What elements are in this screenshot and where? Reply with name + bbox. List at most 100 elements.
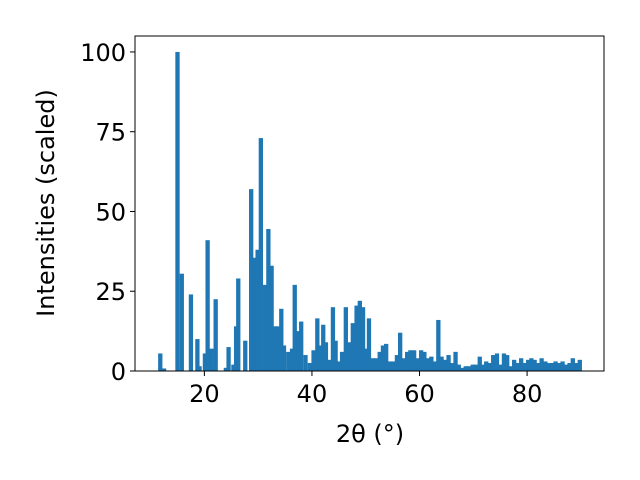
bar bbox=[519, 358, 524, 371]
bar bbox=[505, 355, 510, 371]
bar bbox=[411, 350, 417, 371]
bar bbox=[508, 366, 513, 371]
bar bbox=[205, 240, 210, 371]
bar bbox=[266, 229, 271, 371]
bar bbox=[236, 278, 241, 371]
bar bbox=[161, 368, 167, 371]
y-tick-label: 75 bbox=[95, 119, 126, 147]
bar bbox=[515, 363, 520, 371]
bar bbox=[357, 300, 362, 371]
bar bbox=[269, 265, 274, 371]
bar bbox=[223, 367, 229, 371]
bar bbox=[231, 364, 236, 371]
bar bbox=[453, 351, 458, 371]
x-tick-label: 60 bbox=[404, 380, 435, 408]
bar bbox=[273, 326, 278, 371]
y-tick-label: 100 bbox=[80, 39, 126, 67]
bar bbox=[563, 364, 568, 371]
bar bbox=[439, 356, 444, 371]
bar bbox=[377, 351, 382, 371]
bar bbox=[487, 363, 493, 371]
bar bbox=[539, 358, 544, 371]
bar bbox=[366, 318, 372, 371]
bar bbox=[315, 318, 320, 371]
bar bbox=[526, 359, 531, 371]
bar bbox=[401, 358, 407, 371]
bar bbox=[422, 351, 427, 371]
bar bbox=[175, 51, 180, 371]
bar bbox=[286, 351, 291, 371]
bar bbox=[570, 358, 575, 371]
bar bbox=[480, 364, 486, 371]
bar bbox=[484, 361, 489, 371]
x-axis-ticks: 20 40 60 80 bbox=[189, 371, 542, 408]
bar bbox=[327, 359, 332, 371]
bar bbox=[307, 363, 312, 371]
bar bbox=[432, 361, 437, 371]
bar bbox=[350, 323, 355, 371]
bar bbox=[550, 363, 555, 371]
bar bbox=[179, 273, 184, 371]
bar bbox=[321, 324, 326, 371]
x-axis-label: 2θ (°) bbox=[336, 420, 404, 448]
bar bbox=[336, 361, 341, 371]
bar bbox=[543, 361, 548, 371]
bar bbox=[323, 342, 329, 371]
x-tick-label: 20 bbox=[189, 380, 220, 408]
bar bbox=[249, 189, 254, 371]
bar bbox=[158, 353, 163, 371]
bar bbox=[384, 343, 389, 371]
bar bbox=[317, 345, 323, 371]
bar bbox=[418, 350, 424, 371]
y-tick-label: 25 bbox=[95, 278, 126, 306]
bar bbox=[456, 364, 461, 371]
bar bbox=[380, 345, 386, 371]
bar bbox=[330, 307, 336, 371]
bar bbox=[202, 353, 208, 371]
bar bbox=[213, 299, 218, 371]
bar bbox=[188, 294, 194, 371]
bar bbox=[466, 366, 472, 371]
bar bbox=[494, 353, 500, 371]
bar bbox=[275, 326, 281, 371]
bar bbox=[394, 355, 400, 371]
bar bbox=[556, 363, 561, 371]
bar bbox=[459, 367, 465, 371]
bar bbox=[577, 359, 582, 371]
bar bbox=[415, 358, 420, 371]
bar bbox=[252, 257, 257, 371]
bar bbox=[243, 340, 248, 371]
bar bbox=[354, 305, 359, 371]
x-tick-label: 80 bbox=[512, 380, 543, 408]
bar bbox=[553, 361, 558, 371]
bar bbox=[529, 358, 534, 371]
bar bbox=[522, 363, 527, 371]
bar bbox=[299, 321, 304, 371]
bar bbox=[255, 249, 260, 371]
y-tick-label: 0 bbox=[111, 358, 126, 386]
bar bbox=[311, 350, 316, 371]
bar bbox=[339, 351, 345, 371]
bar bbox=[473, 364, 479, 371]
bar bbox=[263, 284, 268, 371]
bar bbox=[436, 319, 441, 371]
bar bbox=[360, 307, 366, 371]
bar bbox=[363, 348, 368, 371]
bar bbox=[292, 284, 297, 371]
bar bbox=[429, 356, 434, 371]
bar bbox=[498, 364, 503, 371]
bar bbox=[258, 138, 263, 371]
y-axis-label: Intensities (scaled) bbox=[32, 89, 60, 317]
bar bbox=[398, 332, 403, 371]
bar bbox=[226, 347, 231, 371]
bar bbox=[387, 361, 393, 371]
bar bbox=[446, 355, 451, 371]
bar bbox=[373, 358, 379, 371]
bar bbox=[470, 364, 475, 371]
bar bbox=[289, 348, 295, 371]
bar bbox=[560, 361, 565, 371]
bar bbox=[567, 363, 572, 371]
bar bbox=[477, 356, 482, 371]
bar bbox=[281, 345, 287, 371]
